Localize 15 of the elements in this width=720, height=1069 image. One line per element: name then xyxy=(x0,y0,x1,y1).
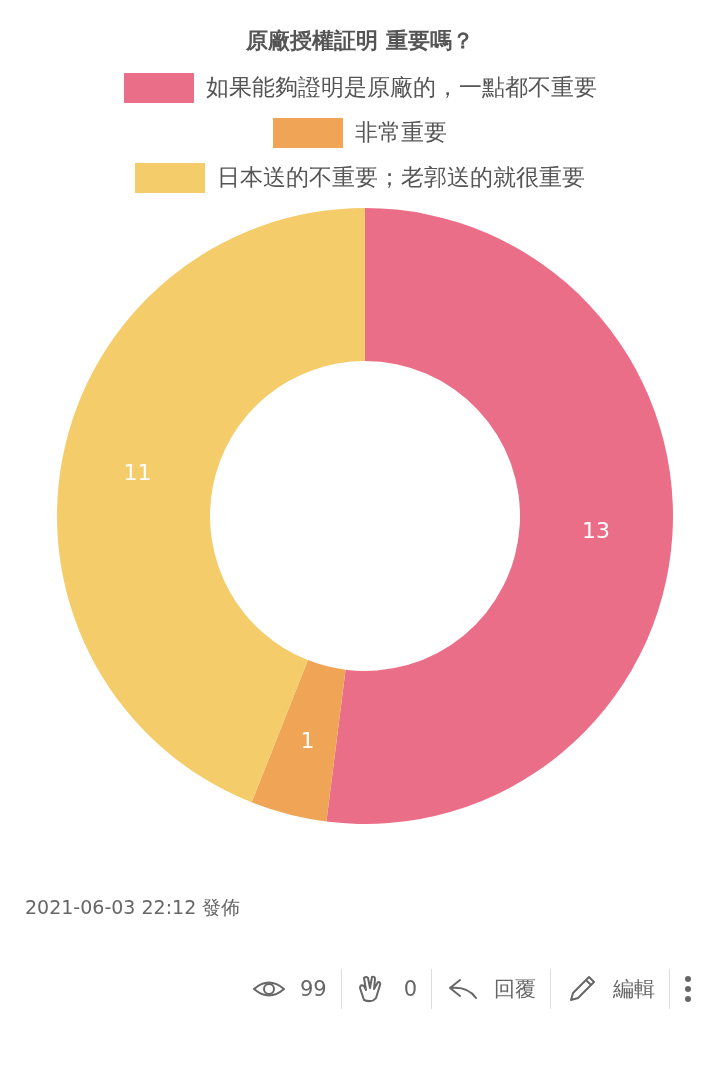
donut-slice xyxy=(57,208,365,803)
legend-label: 非常重要 xyxy=(355,118,447,147)
legend-label: 如果能夠證明是原廠的，一點都不重要 xyxy=(205,73,597,102)
text: 0 xyxy=(403,977,417,1001)
donut-slice xyxy=(326,208,673,824)
text: 99 xyxy=(299,977,327,1001)
data-label: 11 xyxy=(123,460,152,486)
legend-label: 日本送的不重要；老郭送的就很重要 xyxy=(217,163,585,192)
data-label: 1 xyxy=(300,727,315,753)
donut-slice xyxy=(251,660,346,822)
text: 編輯 xyxy=(613,976,655,1003)
text: 回覆 xyxy=(494,976,536,1003)
text: 2021-06-03 22:12 發佈 xyxy=(25,895,242,920)
chart-title: 原廠授權証明 重要嗎？ xyxy=(245,27,475,55)
data-label: 13 xyxy=(582,518,611,544)
